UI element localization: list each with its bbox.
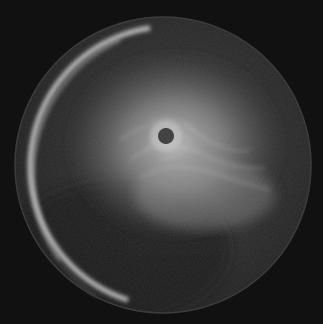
- disk-edge: [14, 16, 312, 314]
- limb-arc: [27, 25, 151, 303]
